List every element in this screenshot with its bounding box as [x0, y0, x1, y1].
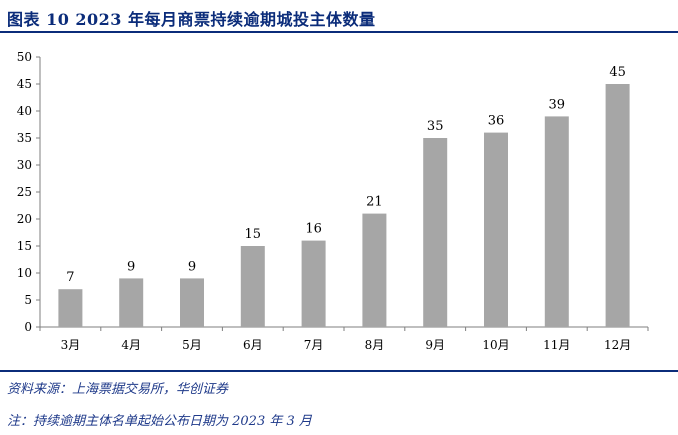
data-label: 16: [305, 222, 322, 237]
bar-chart: 0 5 10 15 20 25 30 35 40 45 50 3月 4月 5月 6月 7月 8月 9月 10月 11…: [17, 50, 649, 352]
x-tick-label: 6月: [243, 338, 263, 352]
data-label: 45: [609, 65, 626, 80]
bar: [605, 84, 630, 327]
bar: [423, 138, 448, 327]
source-note: 资料来源：上海票据交易所，华创证券: [7, 382, 229, 397]
data-label: 35: [427, 119, 444, 134]
bar: [544, 116, 569, 328]
y-tick-label: 25: [17, 185, 32, 199]
data-label: 36: [488, 114, 505, 129]
y-tick-label: 15: [17, 239, 32, 253]
x-tick-label: 12月: [604, 338, 631, 352]
x-tick-label: 8月: [365, 338, 385, 352]
y-tick-label: 30: [17, 158, 32, 172]
data-labels: 7 9 9 15 16 21 35 36 39 45: [66, 65, 626, 285]
data-label: 21: [366, 195, 383, 210]
y-tick-label: 35: [17, 131, 32, 145]
data-label: 15: [245, 227, 262, 242]
x-tick-label: 4月: [121, 338, 141, 352]
bar: [58, 289, 83, 327]
y-tick-label: 5: [24, 293, 32, 307]
footnote: 注：持续逾期主体名单起始公布日期为 2023 年 3 月: [7, 414, 312, 429]
x-tick-label: 9月: [425, 338, 445, 352]
bar: [301, 240, 326, 327]
x-tick-label: 11月: [543, 338, 570, 352]
bar: [240, 246, 265, 327]
y-tick-label: 0: [24, 320, 32, 334]
data-label: 39: [549, 97, 566, 112]
data-label: 9: [127, 259, 135, 274]
data-label: 9: [188, 259, 196, 274]
bar: [119, 278, 144, 327]
title-divider: [0, 31, 678, 33]
bar: [362, 213, 387, 327]
footer-divider: [0, 370, 678, 372]
y-tick-label: 20: [17, 212, 32, 226]
y-axis: 0 5 10 15 20 25 30 35 40 45 50: [17, 50, 41, 334]
bar: [484, 132, 508, 327]
y-tick-label: 10: [17, 266, 32, 280]
y-tick-label: 40: [17, 104, 32, 118]
x-tick-label: 5月: [182, 338, 202, 352]
y-tick-label: 50: [17, 50, 32, 64]
y-tick-label: 45: [17, 77, 32, 91]
bar: [180, 278, 204, 327]
bar-series: [58, 84, 630, 328]
x-tick-label: 7月: [304, 338, 324, 352]
figure-title: 图表 10 2023 年每月商票持续逾期城投主体数量: [7, 10, 376, 29]
x-tick-label: 10月: [482, 338, 509, 352]
x-tick-label: 3月: [61, 338, 81, 352]
x-axis: 3月 4月 5月 6月 7月 8月 9月 10月 11月 12月: [39, 326, 649, 352]
data-label: 7: [66, 270, 74, 285]
